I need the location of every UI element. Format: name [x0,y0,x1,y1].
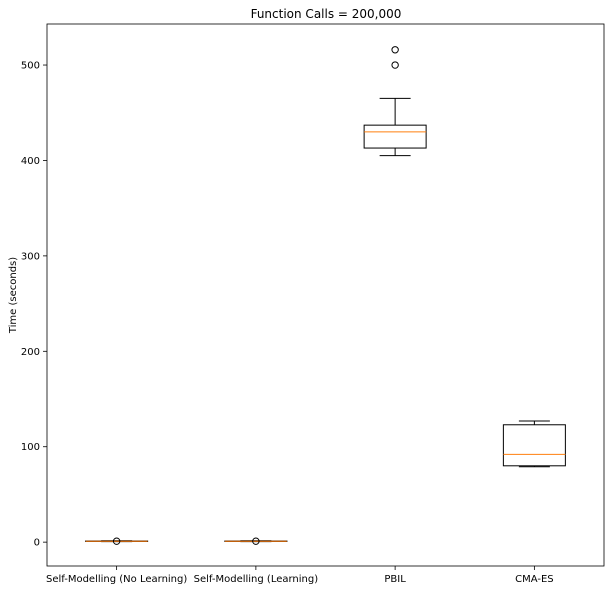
y-tick-label: 400 [21,156,40,167]
y-tick-label: 100 [21,442,40,453]
x-tick-label: PBIL [384,574,406,585]
chart-title: Function Calls = 200,000 [251,7,402,21]
x-tick-label: Self-Modelling (Learning) [194,574,319,585]
outlier-point [391,61,399,69]
y-axis-label: Time (seconds) [8,257,19,334]
y-tick-label: 0 [34,538,40,549]
outlier-point [391,46,399,54]
outlier-point [112,537,121,545]
y-tick-label: 200 [21,347,40,358]
plot-area: 0 100 200 300 400 500 Self-Modelling (No Learn… [21,46,566,585]
y-tick-label: 500 [21,61,40,72]
box [363,124,427,149]
box [502,424,566,467]
plot-frame [46,23,605,567]
x-tick-label: Self-Modelling (No Learning) [46,574,187,585]
x-tick-label: CMA-ES [515,574,554,585]
outlier-point [252,537,260,545]
y-tick-label: 300 [21,251,40,262]
